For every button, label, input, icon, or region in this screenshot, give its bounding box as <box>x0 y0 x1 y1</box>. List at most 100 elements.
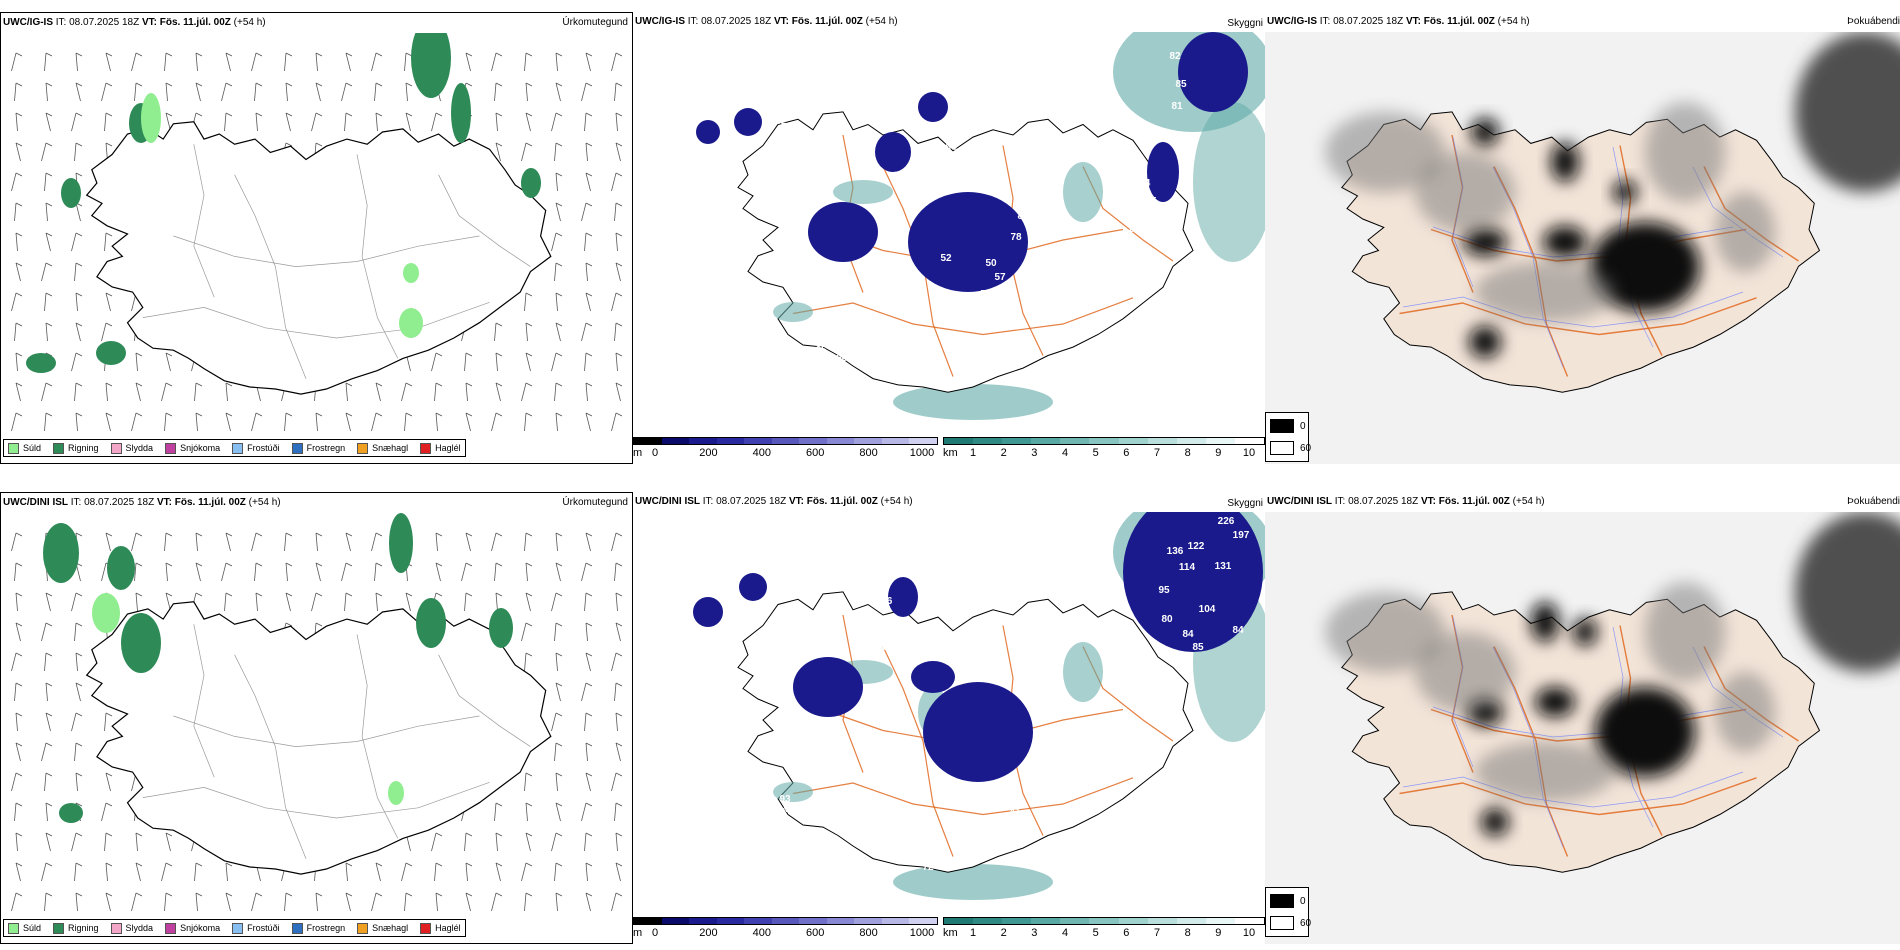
wind-barb <box>464 832 473 852</box>
legend-label: Snæhagl <box>372 923 409 933</box>
wind-barb <box>611 892 623 912</box>
wind-barb <box>41 262 53 282</box>
panel-header: UWC/DINI ISL IT: 08.07.2025 18Z VT: Fös.… <box>635 496 913 507</box>
wind-barb <box>11 172 23 192</box>
ceiling-label: 71 <box>877 709 889 720</box>
fog-dense-area <box>1595 687 1695 777</box>
wind-barb <box>105 892 113 912</box>
ceiling-label: 533 <box>983 798 1000 809</box>
wind-barb <box>15 352 23 372</box>
fog-sea-area <box>1795 512 1900 672</box>
legend-item: Súld <box>8 922 41 934</box>
wind-barb <box>315 562 323 582</box>
wind-barb <box>74 862 83 882</box>
wind-barb <box>195 82 203 102</box>
wind-barb <box>194 862 203 882</box>
wind-barb <box>345 892 353 912</box>
colorbar-tick: 1000 <box>909 927 935 939</box>
wind-barb <box>131 532 143 552</box>
rain-area <box>451 83 471 143</box>
wind-barb <box>405 592 413 612</box>
ceiling-label: 55 <box>1145 196 1157 207</box>
ceiling-label: 76 <box>770 594 782 605</box>
wind-barb <box>11 292 23 312</box>
wind-barb <box>495 142 503 162</box>
wind-barb <box>375 382 383 402</box>
low-visibility-area <box>833 180 893 204</box>
low-cloud-area <box>918 92 948 122</box>
ceiling-label: 57 <box>994 272 1006 283</box>
legend-label: Haglél <box>435 443 461 453</box>
wind-barb <box>611 532 623 552</box>
precip-map <box>11 33 623 432</box>
colorbar-tick: 200 <box>699 447 718 459</box>
wind-barb <box>555 802 563 822</box>
rain-area <box>389 513 413 573</box>
fog-map <box>1265 32 1900 464</box>
road-line <box>1430 708 1747 742</box>
rain-area <box>411 33 451 98</box>
wind-barb <box>14 82 23 102</box>
wind-barb <box>41 622 53 642</box>
wind-barb <box>251 892 263 912</box>
legend-swatch <box>53 922 65 934</box>
ceiling-label: 70 <box>980 289 992 300</box>
rain-area <box>489 608 513 648</box>
colorbar-unit: m <box>633 447 643 459</box>
fog-moderate-area <box>1415 152 1515 232</box>
ceiling-label: 136 <box>1167 546 1184 557</box>
wind-barb <box>615 232 623 252</box>
wind-barb <box>584 352 593 372</box>
wind-barb <box>615 142 623 162</box>
wind-barb <box>494 82 503 102</box>
ceiling-label: 53 <box>763 169 775 180</box>
fog-legend-white-swatch <box>1270 916 1294 930</box>
wind-barb <box>375 112 383 132</box>
panel-header: UWC/DINI ISL IT: 08.07.2025 18Z VT: Fös.… <box>1267 496 1545 507</box>
wind-barb <box>75 892 83 912</box>
colorbar-tick: 1 <box>969 927 977 939</box>
wind-barb <box>585 292 593 312</box>
ceiling-label: 104 <box>1199 604 1216 615</box>
wind-barb <box>524 772 533 792</box>
low-visibility-area <box>1063 162 1103 222</box>
wind-barb <box>315 82 323 102</box>
wind-barb <box>585 142 593 162</box>
fog-dense-area <box>1535 687 1575 717</box>
wind-barb <box>14 322 23 342</box>
wind-barb <box>495 862 503 882</box>
ceiling-label: 46 <box>795 280 807 291</box>
colorbar-tick: 2 <box>1000 447 1007 459</box>
colorbar-unit: km <box>943 447 958 459</box>
wind-barb <box>75 52 83 72</box>
wind-barb <box>221 562 233 582</box>
wind-barb <box>131 412 143 432</box>
fog-moderate-area <box>1325 592 1445 672</box>
panel-title: Þokuábendi <box>1847 16 1900 27</box>
wind-barb <box>15 232 23 252</box>
ceiling-label: 129 <box>1137 654 1154 665</box>
legend-label: Haglél <box>435 923 461 933</box>
wind-barb <box>525 82 533 102</box>
wind-barb <box>465 382 473 402</box>
ceiling-label: 226 <box>1218 516 1235 527</box>
wind-barb <box>404 892 413 912</box>
wind-barb <box>524 892 533 912</box>
ceiling-label: 84 <box>1232 625 1244 636</box>
wind-barb <box>71 592 83 612</box>
wind-barb <box>465 892 473 912</box>
wind-barb <box>44 412 53 432</box>
fog-legend-black-swatch <box>1270 419 1294 433</box>
ceiling-label: 60 <box>859 736 871 747</box>
ceiling-label: 72 <box>922 862 934 873</box>
coastline <box>85 121 552 395</box>
wind-barb <box>615 712 623 732</box>
wind-barb <box>44 652 53 672</box>
wind-barb <box>551 232 563 252</box>
wind-barb <box>525 832 533 852</box>
wind-barb <box>75 652 83 672</box>
wind-barb <box>344 112 353 132</box>
fog-legend: 0 60 <box>1265 412 1311 462</box>
wind-barb <box>15 112 23 132</box>
wind-barb <box>15 382 23 402</box>
